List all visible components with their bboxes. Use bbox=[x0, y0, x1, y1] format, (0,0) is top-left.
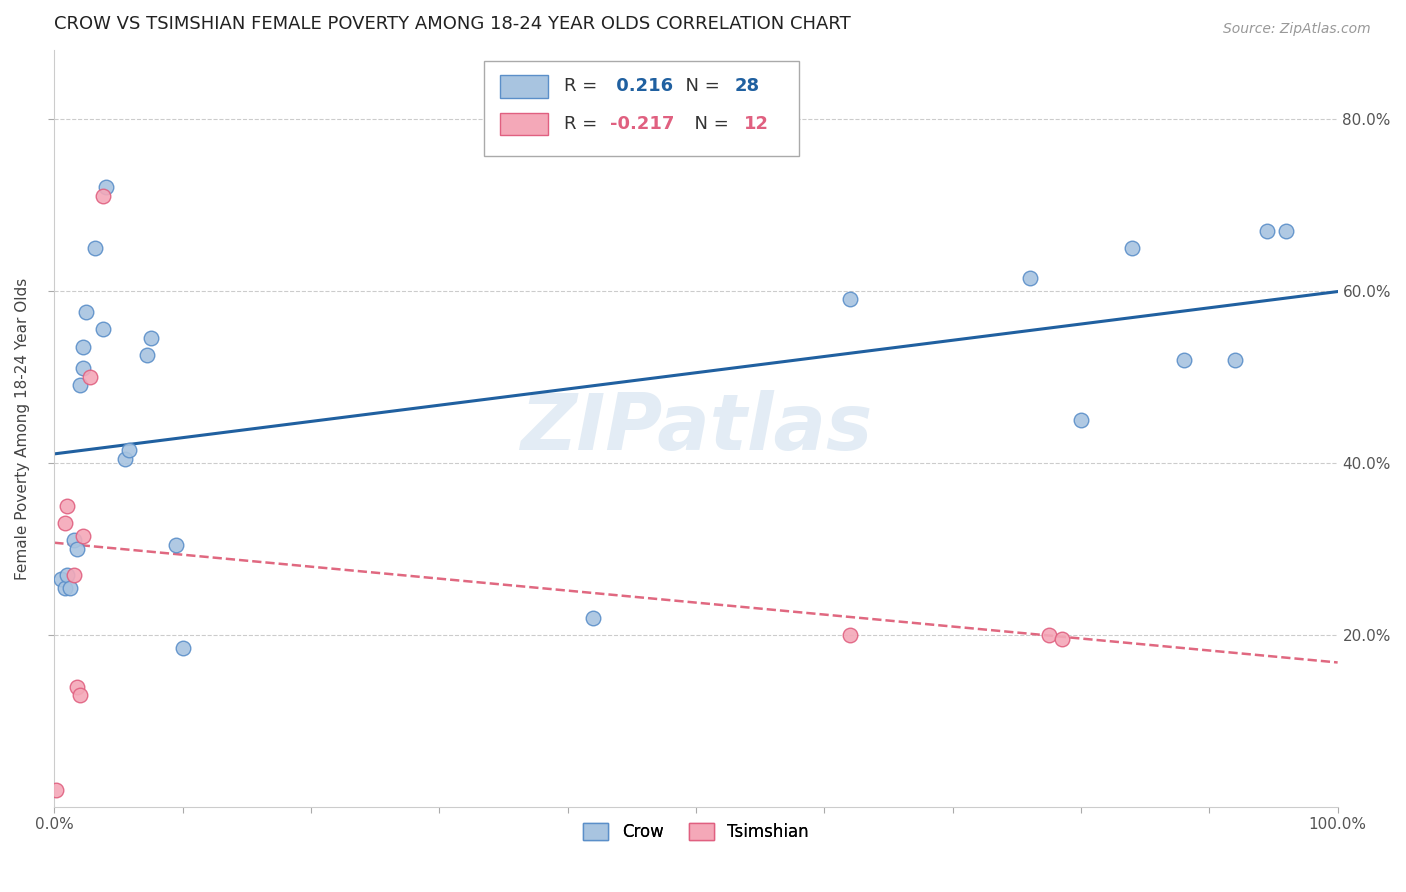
Point bbox=[72, 529, 94, 543]
Point bbox=[1121, 241, 1143, 255]
Text: CROW VS TSIMSHIAN FEMALE POVERTY AMONG 18-24 YEAR OLDS CORRELATION CHART: CROW VS TSIMSHIAN FEMALE POVERTY AMONG 1… bbox=[55, 15, 851, 33]
Point bbox=[91, 189, 114, 203]
Point bbox=[72, 361, 94, 376]
Point bbox=[94, 180, 117, 194]
Text: N =: N = bbox=[683, 115, 735, 133]
Point bbox=[1038, 628, 1060, 642]
Point bbox=[1256, 223, 1278, 237]
Point bbox=[75, 305, 97, 319]
Text: Source: ZipAtlas.com: Source: ZipAtlas.com bbox=[1223, 22, 1371, 37]
Point bbox=[66, 680, 89, 694]
Point bbox=[53, 516, 76, 530]
Point bbox=[49, 572, 72, 586]
Text: R =: R = bbox=[564, 78, 603, 95]
Point bbox=[62, 567, 84, 582]
Point bbox=[139, 331, 162, 345]
Point bbox=[62, 533, 84, 548]
Point bbox=[839, 628, 862, 642]
Point bbox=[66, 541, 89, 556]
Point bbox=[56, 499, 79, 513]
FancyBboxPatch shape bbox=[499, 75, 548, 97]
Point bbox=[1050, 632, 1073, 647]
Point bbox=[56, 567, 79, 582]
Text: N =: N = bbox=[673, 78, 725, 95]
Text: R =: R = bbox=[564, 115, 603, 133]
Point bbox=[118, 442, 141, 457]
Text: -0.217: -0.217 bbox=[610, 115, 675, 133]
Point bbox=[1018, 270, 1040, 285]
Point bbox=[1070, 413, 1092, 427]
Point bbox=[91, 322, 114, 336]
Point bbox=[1173, 352, 1195, 367]
FancyBboxPatch shape bbox=[499, 112, 548, 136]
Point bbox=[172, 640, 194, 655]
Point bbox=[165, 537, 187, 551]
Point bbox=[59, 581, 82, 595]
Point bbox=[45, 782, 67, 797]
Point bbox=[1275, 223, 1298, 237]
Text: 0.216: 0.216 bbox=[610, 78, 673, 95]
Point bbox=[79, 369, 101, 384]
Point bbox=[69, 688, 91, 702]
Text: 28: 28 bbox=[734, 78, 759, 95]
Point bbox=[582, 610, 605, 624]
Point bbox=[135, 348, 157, 362]
Point bbox=[69, 378, 91, 392]
Point bbox=[84, 241, 107, 255]
Y-axis label: Female Poverty Among 18-24 Year Olds: Female Poverty Among 18-24 Year Olds bbox=[15, 277, 30, 580]
Point bbox=[114, 451, 136, 466]
Point bbox=[72, 340, 94, 354]
Point bbox=[1223, 352, 1246, 367]
FancyBboxPatch shape bbox=[484, 62, 799, 156]
Point bbox=[53, 581, 76, 595]
Legend: Crow, Tsimshian: Crow, Tsimshian bbox=[576, 816, 815, 848]
Text: 12: 12 bbox=[744, 115, 769, 133]
Point bbox=[839, 293, 862, 307]
Text: ZIPatlas: ZIPatlas bbox=[520, 391, 872, 467]
